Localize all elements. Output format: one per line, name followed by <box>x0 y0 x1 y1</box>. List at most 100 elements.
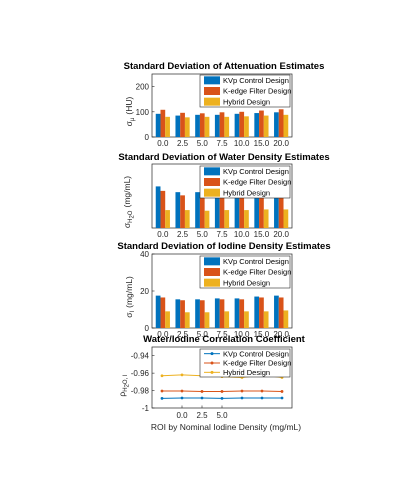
data-point <box>180 373 184 377</box>
bar <box>155 113 161 137</box>
y-tick-label: 20 <box>140 287 149 296</box>
x-tick-label: 10.0 <box>234 230 250 239</box>
bar <box>259 297 264 328</box>
data-point <box>280 396 284 400</box>
bar <box>224 311 230 328</box>
bar <box>219 194 225 228</box>
data-point <box>160 374 164 378</box>
legend-label: Hybrid Design <box>223 368 270 377</box>
y-tick-label: -1 <box>142 404 150 413</box>
x-tick-label: 15.0 <box>254 230 270 239</box>
y-axis-label-subscript: O <box>128 210 134 215</box>
y-tick-label: -0.94 <box>131 352 150 361</box>
bar <box>259 191 264 228</box>
chart-title: Standard Deviation of Attenuation Estima… <box>124 61 325 72</box>
x-tick-label: 2.5 <box>177 330 189 339</box>
bar <box>274 187 279 228</box>
bar <box>180 195 185 228</box>
bar <box>283 114 289 137</box>
x-tick-label: 2.5 <box>196 411 208 420</box>
bar <box>204 116 210 137</box>
legend-label: KVp Control Design <box>223 349 289 358</box>
bar <box>278 192 284 228</box>
bar <box>199 300 205 328</box>
legend-swatch <box>204 278 220 287</box>
y-axis-label-symbol: σ <box>122 222 132 228</box>
data-point <box>180 396 184 400</box>
x-tick-label: 15.0 <box>254 330 270 339</box>
y-axis-label-symbol: σ <box>124 312 134 318</box>
bar <box>155 295 161 328</box>
data-point <box>200 390 204 393</box>
bar <box>165 210 170 228</box>
data-point <box>160 397 164 400</box>
data-point <box>260 389 264 393</box>
bar <box>259 110 264 137</box>
data-point <box>160 389 164 393</box>
bar <box>175 192 181 228</box>
bar <box>278 297 284 328</box>
bar <box>263 115 269 137</box>
x-tick-label: 20.0 <box>273 139 289 148</box>
x-tick-label: 7.5 <box>216 139 228 148</box>
bar <box>214 114 220 137</box>
data-point <box>240 396 244 400</box>
bar <box>234 113 240 137</box>
x-tick-label: 0.0 <box>157 230 169 239</box>
bar <box>199 194 205 228</box>
legend-swatch <box>204 268 220 276</box>
y-axis-label-subscript: 2 <box>130 215 136 219</box>
data-point <box>180 389 184 393</box>
x-axis-label: ROI by Nominal Iodine Density (mg/mL) <box>151 422 301 432</box>
x-tick-label: 0.0 <box>176 411 188 420</box>
y-axis-label-unit: (mg/mL) <box>124 276 134 308</box>
y-axis-label-unit: (mg/mL) <box>122 176 132 208</box>
x-tick-label: 2.5 <box>177 230 189 239</box>
bar <box>180 300 185 328</box>
y-axis-label-subscript: H <box>128 219 134 223</box>
legend-swatch <box>204 257 220 266</box>
bar <box>224 210 230 228</box>
y-axis-label: ρH2O, I <box>117 374 131 397</box>
legend-swatch <box>204 178 220 186</box>
bar <box>160 190 166 228</box>
y-tick-label: -0.96 <box>131 369 150 378</box>
bar <box>195 299 200 328</box>
bar <box>199 113 205 137</box>
bar <box>214 190 220 228</box>
x-tick-label: 7.5 <box>216 230 228 239</box>
bar <box>254 113 260 137</box>
bar <box>165 311 170 328</box>
data-point <box>260 396 264 400</box>
y-axis-label-subscript: H <box>123 387 129 391</box>
bar <box>274 295 279 328</box>
data-point <box>220 390 224 393</box>
x-tick-label: 5.0 <box>216 411 228 420</box>
x-tick-label: 2.5 <box>177 139 189 148</box>
bar <box>184 312 190 328</box>
bar <box>219 112 225 137</box>
bar <box>184 210 190 228</box>
legend-label: Hybrid Design <box>223 278 270 287</box>
bar <box>160 297 166 328</box>
bar <box>204 312 210 328</box>
bar <box>239 194 245 228</box>
x-tick-label: 10.0 <box>234 330 250 339</box>
y-axis-label-subscript: μ <box>130 117 136 121</box>
legend-label: K-edge Filter Design <box>223 87 291 96</box>
legend-marker <box>210 361 214 365</box>
legend-swatch <box>204 167 220 176</box>
x-tick-label: 15.0 <box>254 139 270 148</box>
bar <box>175 115 181 137</box>
bar <box>278 109 284 137</box>
legend-label: Hybrid Design <box>223 97 270 106</box>
data-point <box>280 390 284 393</box>
y-axis-label: σμ (HU) <box>124 97 136 127</box>
x-tick-label: 5.0 <box>197 139 209 148</box>
x-tick-label: 0.0 <box>157 330 169 339</box>
y-tick-label: -0.98 <box>131 387 150 396</box>
data-point <box>240 389 244 393</box>
